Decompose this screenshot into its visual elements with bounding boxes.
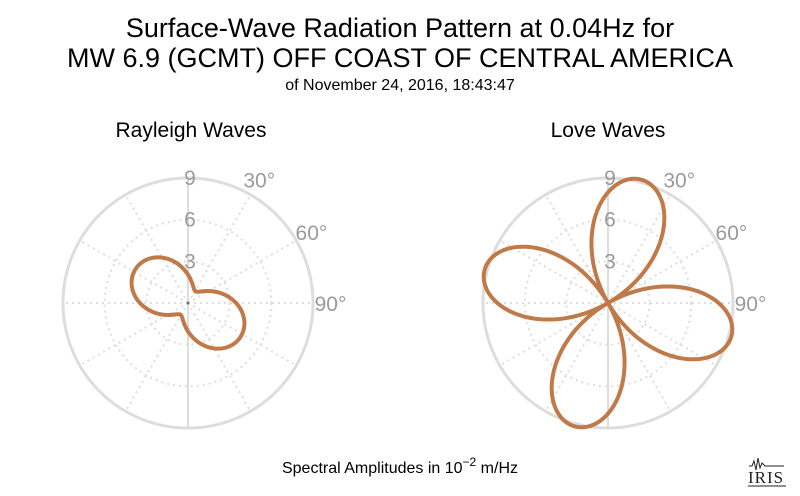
- angle-tick-label: 90°: [735, 293, 767, 316]
- rayleigh-polar-chart: Rayleigh Waves 3 6 9 30° 60° 90°: [61, 119, 346, 430]
- radial-tick-label: 3: [604, 250, 616, 273]
- angle-tick-label: 60°: [716, 222, 748, 245]
- radial-gridline: [79, 302, 189, 367]
- radial-tick-label: 6: [604, 209, 616, 232]
- radial-gridline: [124, 302, 189, 412]
- radial-tick-label: 9: [604, 167, 616, 190]
- angle-tick-label: 60°: [296, 222, 328, 245]
- unit-exponent: −2: [463, 455, 477, 469]
- rayleigh-tick-labels: 3 6 9 30° 60° 90°: [184, 167, 346, 316]
- subtitle: of November 24, 2016, 18:43:47: [285, 77, 515, 94]
- spectral-amplitude-label: Spectral Amplitudes in 10−2 m/Hz: [282, 455, 518, 477]
- love-polar-chart: Love Waves 3 6 9 30° 60° 90°: [481, 119, 766, 430]
- radial-gridline: [187, 302, 252, 412]
- ring-gridline: [523, 218, 693, 388]
- panel-title-rayleigh: Rayleigh Waves: [116, 119, 267, 142]
- spectral-amplitude-prefix: Spectral Amplitudes in: [282, 460, 445, 477]
- unit-base: 10: [445, 460, 463, 477]
- seismogram-icon: [749, 457, 784, 471]
- angle-tick-label: 90°: [315, 293, 347, 316]
- radial-tick-label: 6: [184, 209, 196, 232]
- radial-tick-label: 3: [184, 250, 196, 273]
- iris-logo: IRIS: [748, 457, 786, 487]
- title-line-1: Surface-Wave Radiation Pattern at 0.04Hz…: [126, 13, 674, 43]
- love-tick-labels: 3 6 9 30° 60° 90°: [604, 167, 766, 316]
- rayleigh-polar-grid: [61, 176, 315, 430]
- unit-suffix: m/Hz: [476, 460, 518, 477]
- title-line-2: MW 6.9 (GCMT) OFF COAST OF CENTRAL AMERI…: [67, 43, 733, 73]
- center-point: [186, 301, 190, 305]
- angle-tick-label: 30°: [663, 170, 695, 193]
- ring-gridline: [145, 260, 231, 346]
- radial-gridline: [124, 194, 189, 304]
- radial-gridline: [187, 239, 297, 304]
- iris-logo-text: IRIS: [748, 468, 784, 487]
- ring-gridline: [103, 218, 273, 388]
- radial-tick-label: 9: [184, 167, 196, 190]
- rayleigh-radiation-pattern: [129, 255, 247, 351]
- love-radiation-pattern: [481, 176, 735, 430]
- panel-title-love: Love Waves: [551, 119, 666, 142]
- angle-tick-label: 30°: [243, 170, 275, 193]
- ring-gridline: [565, 260, 651, 346]
- radial-gridline: [187, 194, 252, 304]
